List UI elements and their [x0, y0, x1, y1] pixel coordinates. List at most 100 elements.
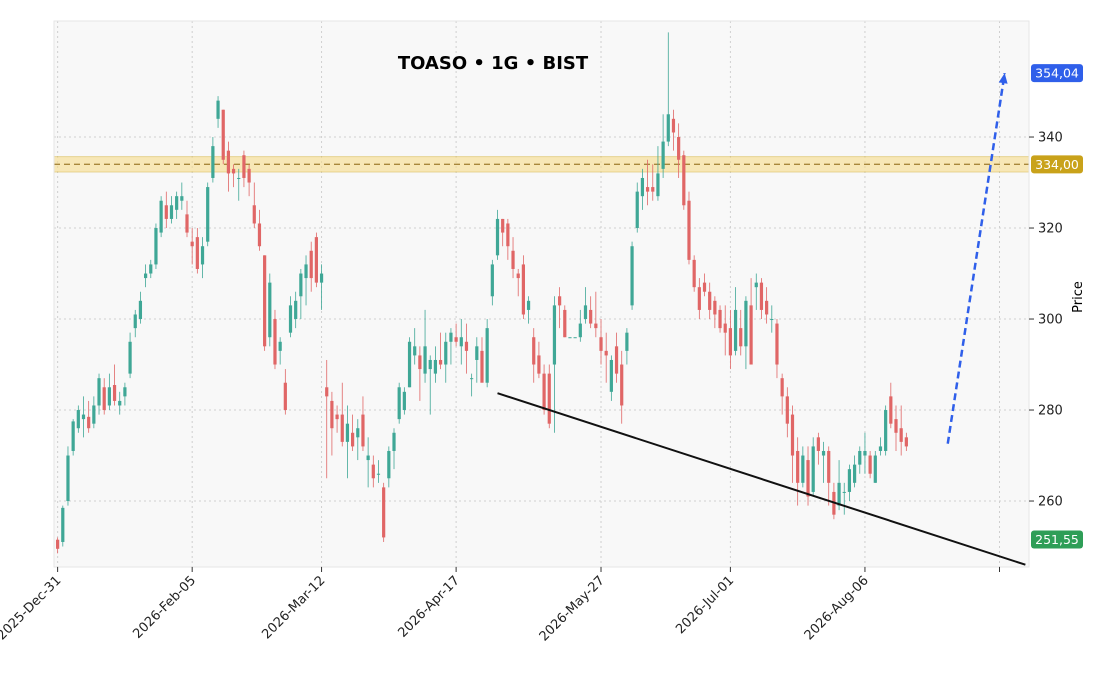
candle-body: [278, 341, 282, 351]
candle-body: [516, 273, 520, 279]
candles: [56, 32, 908, 554]
candle: [356, 419, 360, 461]
candle-body: [501, 218, 505, 233]
candle: [268, 273, 272, 347]
candle: [345, 405, 350, 479]
candle: [423, 309, 427, 383]
candle-body: [159, 200, 163, 233]
candle: [671, 109, 676, 151]
candle-body: [842, 491, 846, 493]
candle-body: [526, 300, 531, 310]
candle-body: [128, 341, 132, 374]
candle-body: [180, 196, 184, 201]
candle: [413, 328, 417, 365]
candle: [361, 396, 365, 451]
candle-body: [397, 387, 401, 420]
candle: [66, 446, 70, 506]
candle: [87, 400, 91, 433]
candle: [485, 319, 489, 388]
candle: [226, 141, 231, 192]
candle-body: [470, 378, 474, 380]
candle: [464, 323, 469, 374]
candle-body: [319, 273, 324, 283]
candle: [733, 287, 738, 356]
candle: [563, 305, 567, 338]
y-tick-label: 320: [1038, 222, 1063, 237]
candle-body: [573, 337, 577, 339]
candle-body: [749, 305, 753, 365]
candle-body: [71, 421, 75, 451]
candle-body: [816, 437, 820, 451]
candle: [656, 146, 660, 201]
candle-body: [759, 282, 764, 310]
candle-body: [630, 246, 634, 306]
candle: [521, 255, 525, 320]
candle: [635, 182, 639, 233]
candle-body: [785, 396, 789, 424]
candle: [257, 209, 262, 251]
x-tick-label: 2025-Dec-31: [0, 573, 64, 643]
candle-body: [175, 196, 179, 210]
candle-body: [702, 282, 707, 292]
candle: [71, 419, 75, 456]
candle: [532, 328, 536, 383]
candle: [278, 337, 282, 365]
candle: [790, 405, 795, 483]
candle-body: [143, 273, 148, 279]
candle-body: [237, 177, 241, 179]
candle-body: [356, 428, 360, 438]
candle: [371, 455, 375, 488]
candle: [697, 278, 701, 320]
candle: [516, 268, 520, 297]
candle-body: [558, 296, 562, 306]
candle-body: [697, 287, 701, 310]
candle: [614, 332, 619, 383]
candle-body: [449, 332, 453, 342]
support-trendline: [497, 392, 1026, 566]
candle: [402, 387, 406, 415]
candle-body: [154, 228, 158, 265]
candle-body: [480, 350, 484, 383]
candle-body: [87, 416, 91, 429]
candle: [780, 373, 784, 415]
plot-frame: [53, 20, 1030, 568]
candle-body: [614, 346, 619, 374]
candle-body: [107, 387, 111, 406]
price-badge-bg: [1031, 64, 1083, 83]
candle: [620, 350, 624, 424]
candle: [852, 455, 857, 488]
candle-body: [625, 332, 629, 351]
price-badge-bg: [1031, 530, 1083, 549]
candle: [775, 319, 779, 379]
candle-body: [599, 337, 603, 351]
candle: [81, 396, 86, 438]
candle-body: [206, 187, 210, 242]
candle: [283, 369, 287, 415]
candle: [702, 273, 707, 297]
candle-body: [387, 450, 391, 479]
candle: [630, 241, 634, 310]
candle-body: [418, 355, 422, 370]
candle: [118, 391, 122, 415]
candle-body: [376, 473, 381, 475]
candle: [169, 196, 174, 224]
candle: [319, 264, 324, 310]
candle: [511, 237, 515, 279]
candle-body: [438, 359, 443, 365]
candle: [133, 309, 137, 338]
candle-body: [56, 539, 60, 549]
candle-body: [884, 410, 888, 451]
candle-body: [195, 237, 199, 269]
candle: [583, 287, 588, 324]
candle: [438, 332, 443, 370]
candle-body: [635, 191, 639, 229]
candle-body: [294, 300, 298, 320]
candle: [123, 382, 127, 406]
candle: [304, 255, 308, 306]
candle: [806, 446, 810, 506]
candle: [723, 305, 727, 356]
candle-body: [878, 446, 883, 451]
candle-body: [402, 391, 406, 411]
candle: [247, 164, 251, 197]
candle-body: [407, 341, 412, 388]
